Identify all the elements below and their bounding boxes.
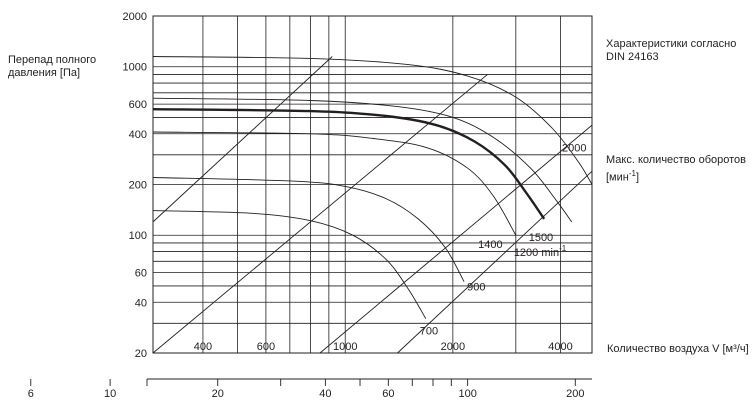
- system-line: [152, 56, 333, 223]
- fan-curve-1500: [152, 97, 573, 223]
- x-axis-label: Количество воздуха V [м³/ч]: [607, 343, 749, 355]
- curve-label-700: 700: [420, 326, 438, 338]
- y-tick-label: 60: [135, 268, 147, 280]
- x-tick-label: 2000: [441, 341, 465, 353]
- secondary-axis-label: 20: [212, 388, 224, 400]
- x-tick-labels: 400 600 1000 2000 4000: [194, 341, 573, 353]
- system-line: [319, 124, 593, 354]
- secondary-axis-label: 6: [28, 388, 34, 400]
- system-line: [152, 74, 488, 354]
- fan-curve-700: [152, 210, 427, 319]
- max-speed-label-text: Макс. количество оборотов [мин: [606, 154, 747, 184]
- y-tick-label: 40: [135, 297, 147, 309]
- secondary-axis-label: 100: [458, 388, 476, 400]
- y-tick-label: 2000: [123, 11, 147, 23]
- curve-label-2000: 2000: [562, 143, 586, 155]
- y-tick-labels: 20 40 60 100 200 400 600 1000 2000: [123, 11, 147, 360]
- chart-title: Характеристики согласно DIN 24163: [606, 38, 737, 63]
- x-tick-label: 4000: [548, 341, 572, 353]
- secondary-axis-label: 10: [104, 388, 116, 400]
- secondary-axis-label: 200: [566, 388, 584, 400]
- y-axis-label: Перепад полного давления [Па]: [8, 54, 97, 79]
- max-speed-label-sup: -1: [628, 169, 636, 178]
- plot-frame: [152, 15, 593, 354]
- secondary-axis-label: 40: [319, 388, 331, 400]
- fan-curve-900: [152, 177, 465, 282]
- system-line: [397, 170, 593, 354]
- y-tick-label: 20: [135, 348, 147, 360]
- y-tick-label: 100: [129, 230, 147, 242]
- curve-label-1200: 1200 min-1: [514, 244, 567, 259]
- curve-label-1500: 1500: [529, 232, 553, 244]
- max-speed-label: Макс. количество оборотов [мин-1]: [606, 154, 754, 185]
- secondary-axis-label: 60: [382, 388, 394, 400]
- x-tick-label: 600: [257, 341, 275, 353]
- secondary-axis: 124610204060100200: [28, 378, 592, 400]
- fan-curve-1400: [152, 108, 546, 220]
- plot-border: [152, 15, 593, 354]
- curve-label-1400: 1400: [478, 239, 502, 251]
- y-tick-label: 600: [129, 99, 147, 111]
- fan-curves: [152, 56, 593, 319]
- curve-label-sup: -1: [559, 244, 567, 253]
- fan-curve-2000: [152, 56, 593, 185]
- x-tick-label: 400: [194, 341, 212, 353]
- curve-label-900: 900: [467, 282, 485, 294]
- grid: [153, 16, 592, 353]
- y-tick-label: 1000: [123, 62, 147, 74]
- curve-labels: 2000 1500 1400 1200 min-1 900 700: [420, 143, 587, 338]
- y-tick-label: 400: [129, 129, 147, 141]
- fan-curve-1200: [152, 131, 517, 236]
- x-tick-label: 1000: [333, 341, 357, 353]
- system-resistance-lines: [152, 56, 593, 354]
- max-speed-label-end: ]: [635, 171, 640, 184]
- y-tick-label: 200: [129, 180, 147, 192]
